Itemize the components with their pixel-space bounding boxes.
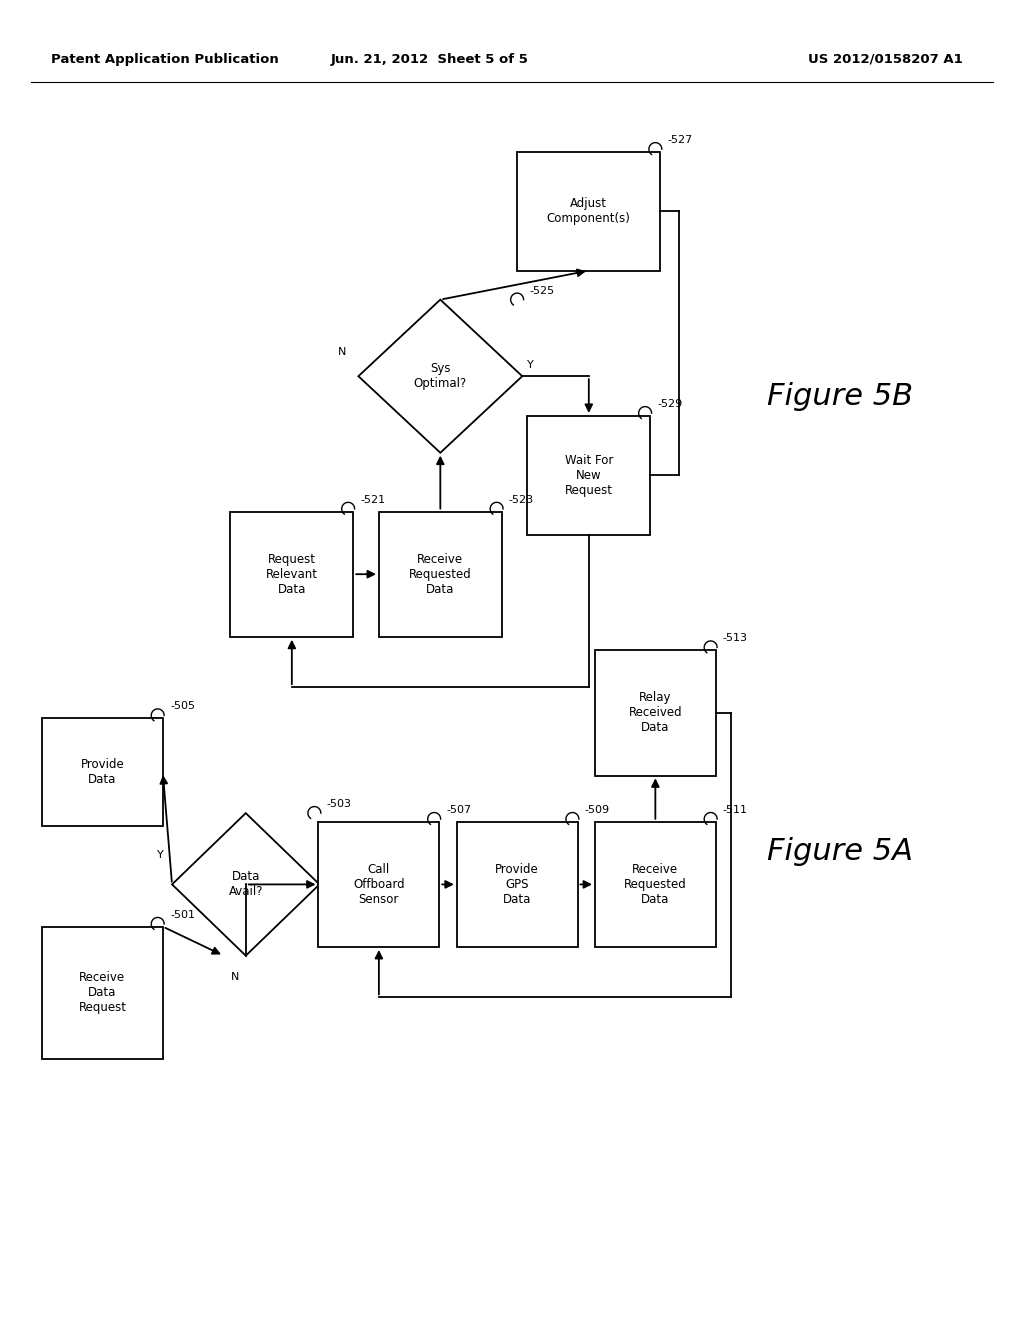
Text: Y: Y [157, 850, 164, 861]
FancyBboxPatch shape [42, 718, 163, 826]
Text: Figure 5A: Figure 5A [767, 837, 912, 866]
Text: Relay
Received
Data: Relay Received Data [629, 692, 682, 734]
Text: -507: -507 [446, 805, 472, 814]
Text: -521: -521 [360, 495, 386, 506]
Text: -523: -523 [509, 495, 535, 506]
Text: Provide
Data: Provide Data [81, 758, 124, 787]
FancyBboxPatch shape [379, 512, 502, 638]
Text: -509: -509 [585, 805, 610, 814]
Text: -529: -529 [657, 399, 683, 409]
FancyBboxPatch shape [517, 152, 660, 271]
FancyBboxPatch shape [42, 927, 163, 1059]
Text: Y: Y [527, 359, 535, 370]
Text: Adjust
Component(s): Adjust Component(s) [547, 197, 631, 226]
Polygon shape [172, 813, 319, 956]
Text: Jun. 21, 2012  Sheet 5 of 5: Jun. 21, 2012 Sheet 5 of 5 [331, 53, 529, 66]
Text: -503: -503 [327, 799, 351, 809]
FancyBboxPatch shape [318, 821, 439, 948]
Text: -511: -511 [723, 805, 748, 814]
Text: N: N [231, 972, 240, 982]
Text: -513: -513 [723, 634, 748, 643]
Text: Request
Relevant
Data: Request Relevant Data [266, 553, 317, 595]
Text: -501: -501 [170, 909, 195, 920]
Text: Figure 5B: Figure 5B [767, 381, 912, 411]
Text: -527: -527 [668, 135, 693, 145]
Text: Receive
Requested
Data: Receive Requested Data [409, 553, 472, 595]
FancyBboxPatch shape [595, 649, 716, 776]
Text: Receive
Data
Request: Receive Data Request [79, 972, 126, 1014]
Polygon shape [358, 300, 522, 453]
Text: Provide
GPS
Data: Provide GPS Data [496, 863, 539, 906]
FancyBboxPatch shape [595, 821, 716, 948]
Text: Data
Avail?: Data Avail? [228, 870, 263, 899]
Text: Call
Offboard
Sensor: Call Offboard Sensor [353, 863, 404, 906]
FancyBboxPatch shape [230, 512, 353, 638]
Text: Receive
Requested
Data: Receive Requested Data [624, 863, 687, 906]
FancyBboxPatch shape [457, 821, 578, 948]
Text: -525: -525 [529, 285, 555, 296]
Text: US 2012/0158207 A1: US 2012/0158207 A1 [808, 53, 963, 66]
Text: N: N [338, 347, 346, 358]
Text: Sys
Optimal?: Sys Optimal? [414, 362, 467, 391]
Text: Wait For
New
Request: Wait For New Request [564, 454, 613, 496]
Text: Patent Application Publication: Patent Application Publication [51, 53, 279, 66]
FancyBboxPatch shape [527, 416, 650, 535]
Text: -505: -505 [170, 701, 195, 711]
